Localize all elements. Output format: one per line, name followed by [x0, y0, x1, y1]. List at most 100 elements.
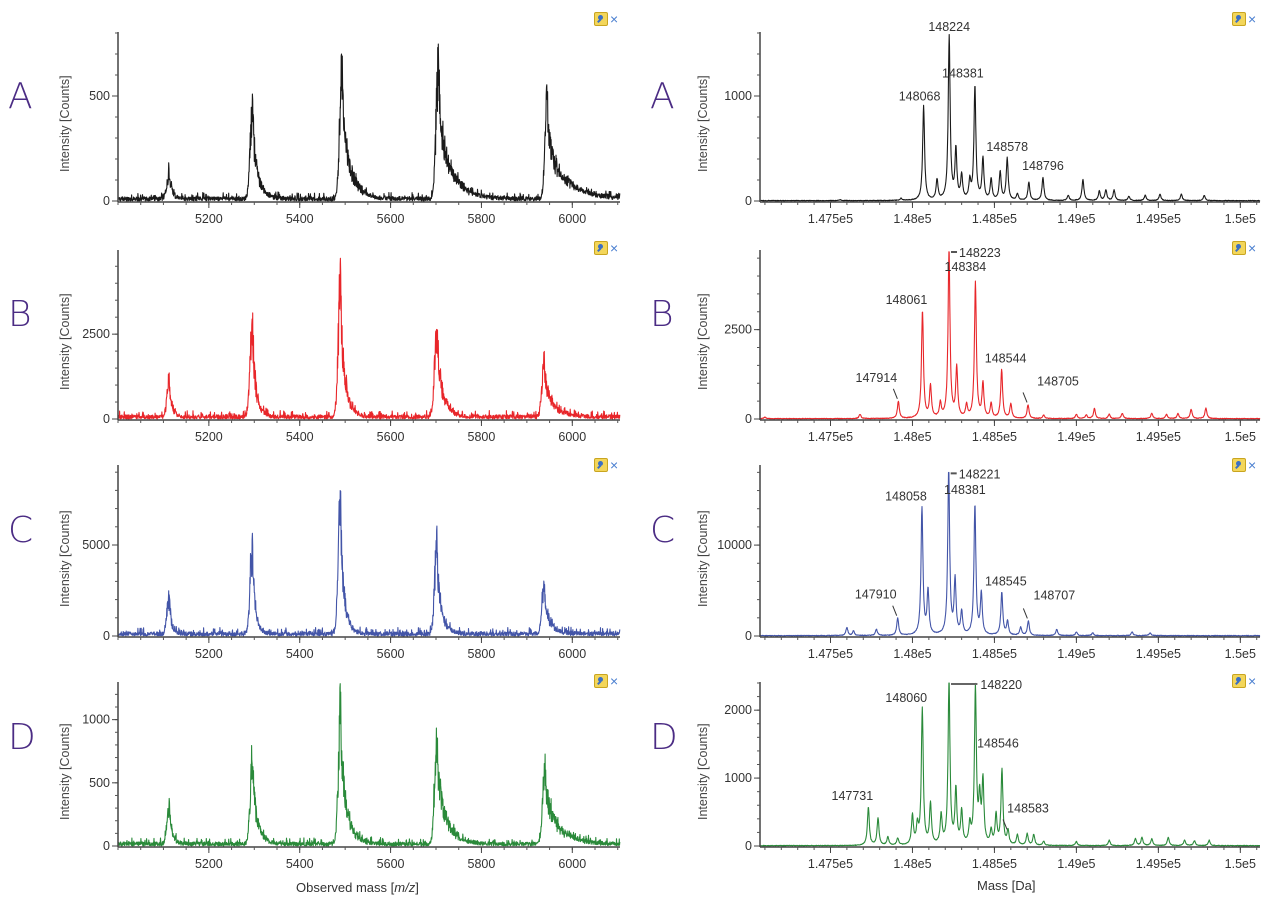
pin-icon[interactable]: [1232, 458, 1246, 472]
y-axis-label: Intensity [Counts]: [58, 723, 72, 820]
panel-toolbar: ×: [594, 674, 618, 688]
close-icon[interactable]: ×: [1248, 11, 1257, 27]
x-tick-label: 5400: [286, 647, 314, 661]
x-title-suffix: ]: [415, 880, 419, 895]
x-title-prefix: Observed mass [: [296, 880, 395, 895]
x-tick-label: 5600: [377, 212, 405, 226]
y-tick-label: 0: [103, 629, 110, 643]
x-tick-label: 5800: [468, 212, 496, 226]
y-tick-label: 2500: [724, 323, 752, 337]
chart-panel-d-mass: 0 1000 2000 1.475e5 1.48e5 1.485e5 1.49e5 1.495…: [724, 678, 1261, 871]
peak-label: 148707: [1034, 588, 1076, 602]
x-tick-label: 5800: [468, 857, 496, 871]
pin-icon[interactable]: [594, 674, 608, 688]
spectrum-line: [759, 471, 1261, 637]
y-tick-label: 0: [103, 194, 110, 208]
x-tick-label: 1.495e5: [1136, 212, 1181, 226]
panel-letter-a-right: A: [650, 76, 675, 117]
x-tick-label: 1.48e5: [893, 430, 931, 444]
panel-toolbar: ×: [594, 241, 618, 255]
y-tick-label: 1000: [82, 713, 110, 727]
y-axis-label: Intensity [Counts]: [696, 510, 710, 607]
spectrum-line: [117, 489, 621, 637]
x-tick-label: 5200: [195, 430, 223, 444]
x-tick-label: 6000: [558, 212, 586, 226]
peak-label: 148060: [885, 691, 927, 705]
y-tick-label: 0: [745, 839, 752, 853]
y-axis-label: Intensity [Counts]: [696, 75, 710, 172]
x-tick-label: 1.5e5: [1225, 647, 1256, 661]
x-tick-label: 1.495e5: [1136, 857, 1181, 871]
x-tick-label: 1.485e5: [972, 857, 1017, 871]
panel-letter-a-left: A: [8, 76, 33, 117]
y-tick-label: 0: [103, 412, 110, 426]
y-tick-label: 0: [103, 839, 110, 853]
x-tick-label: 5200: [195, 857, 223, 871]
x-tick-label: 6000: [558, 430, 586, 444]
x-tick-label: 1.485e5: [972, 647, 1017, 661]
y-tick-label: 0: [745, 629, 752, 643]
annotation-leader-line: [1022, 608, 1028, 619]
pin-icon[interactable]: [1232, 241, 1246, 255]
close-icon[interactable]: ×: [1248, 240, 1257, 256]
peak-label: 148221: [959, 467, 1001, 481]
x-tick-label: 1.485e5: [972, 212, 1017, 226]
chart-panel-d-mz: 0 500 1000 5200 5400 5600 5800 6000: [82, 682, 621, 871]
y-tick-label: 10000: [717, 538, 752, 552]
peak-label: 148384: [945, 260, 987, 274]
x-tick-label: 1.49e5: [1057, 430, 1095, 444]
x-tick-label: 1.5e5: [1225, 857, 1256, 871]
close-icon[interactable]: ×: [610, 457, 619, 473]
y-axis-label: Intensity [Counts]: [58, 510, 72, 607]
panel-letter-d-left: D: [8, 717, 36, 758]
x-tick-label: 1.485e5: [972, 430, 1017, 444]
panel-letter-c-left: C: [8, 510, 34, 551]
y-tick-label: 2500: [82, 327, 110, 341]
peak-label: 148223: [959, 246, 1001, 260]
x-tick-label: 6000: [558, 857, 586, 871]
peak-label: 148544: [985, 352, 1027, 366]
peak-label: 148545: [985, 574, 1027, 588]
spectrum-line: [759, 682, 1261, 847]
pin-icon[interactable]: [594, 458, 608, 472]
close-icon[interactable]: ×: [610, 240, 619, 256]
x-tick-label: 1.48e5: [893, 212, 931, 226]
panel-toolbar: ×: [1232, 12, 1256, 26]
y-axis-label: Intensity [Counts]: [58, 293, 72, 390]
peak-label: 148546: [977, 736, 1019, 750]
peak-label: 148583: [1007, 801, 1049, 815]
pin-icon[interactable]: [1232, 12, 1246, 26]
close-icon[interactable]: ×: [610, 673, 619, 689]
y-tick-label: 500: [89, 89, 110, 103]
pin-icon[interactable]: [594, 241, 608, 255]
y-tick-label: 2000: [724, 703, 752, 717]
x-tick-label: 5800: [468, 430, 496, 444]
x-tick-label: 1.475e5: [808, 212, 853, 226]
x-tick-label: 5600: [377, 857, 405, 871]
chart-panel-c-mass: 0 10000 1.475e5 1.48e5 1.485e5 1.49e5 1.495e5 1…: [717, 465, 1261, 661]
x-tick-label: 1.48e5: [893, 647, 931, 661]
x-axis-title-right: Mass [Da]: [977, 878, 1036, 893]
y-tick-label: 0: [745, 194, 752, 208]
y-tick-label: 5000: [82, 538, 110, 552]
chart-panel-a-mz: 0 500 5200 5400 5600 5800 6000: [89, 32, 621, 226]
pin-icon[interactable]: [1232, 674, 1246, 688]
panel-letter-b-right: B: [650, 294, 674, 335]
pin-icon[interactable]: [594, 12, 608, 26]
y-tick-label: 500: [89, 776, 110, 790]
spectrum-line: [759, 33, 1261, 202]
y-axis-label: Intensity [Counts]: [58, 75, 72, 172]
y-axis-label: Intensity [Counts]: [696, 723, 710, 820]
peak-label: 147910: [855, 588, 897, 602]
spectrum-line: [117, 683, 621, 847]
close-icon[interactable]: ×: [1248, 673, 1257, 689]
x-tick-label: 1.475e5: [808, 430, 853, 444]
peak-label: 148578: [986, 140, 1028, 154]
close-icon[interactable]: ×: [610, 11, 619, 27]
y-axis-label: Intensity [Counts]: [696, 293, 710, 390]
chart-panel-b-mz: 0 2500 5200 5400 5600 5800 6000: [82, 250, 621, 444]
annotation-leader-line: [892, 605, 898, 616]
x-tick-label: 1.5e5: [1225, 212, 1256, 226]
close-icon[interactable]: ×: [1248, 457, 1257, 473]
panel-toolbar: ×: [594, 12, 618, 26]
